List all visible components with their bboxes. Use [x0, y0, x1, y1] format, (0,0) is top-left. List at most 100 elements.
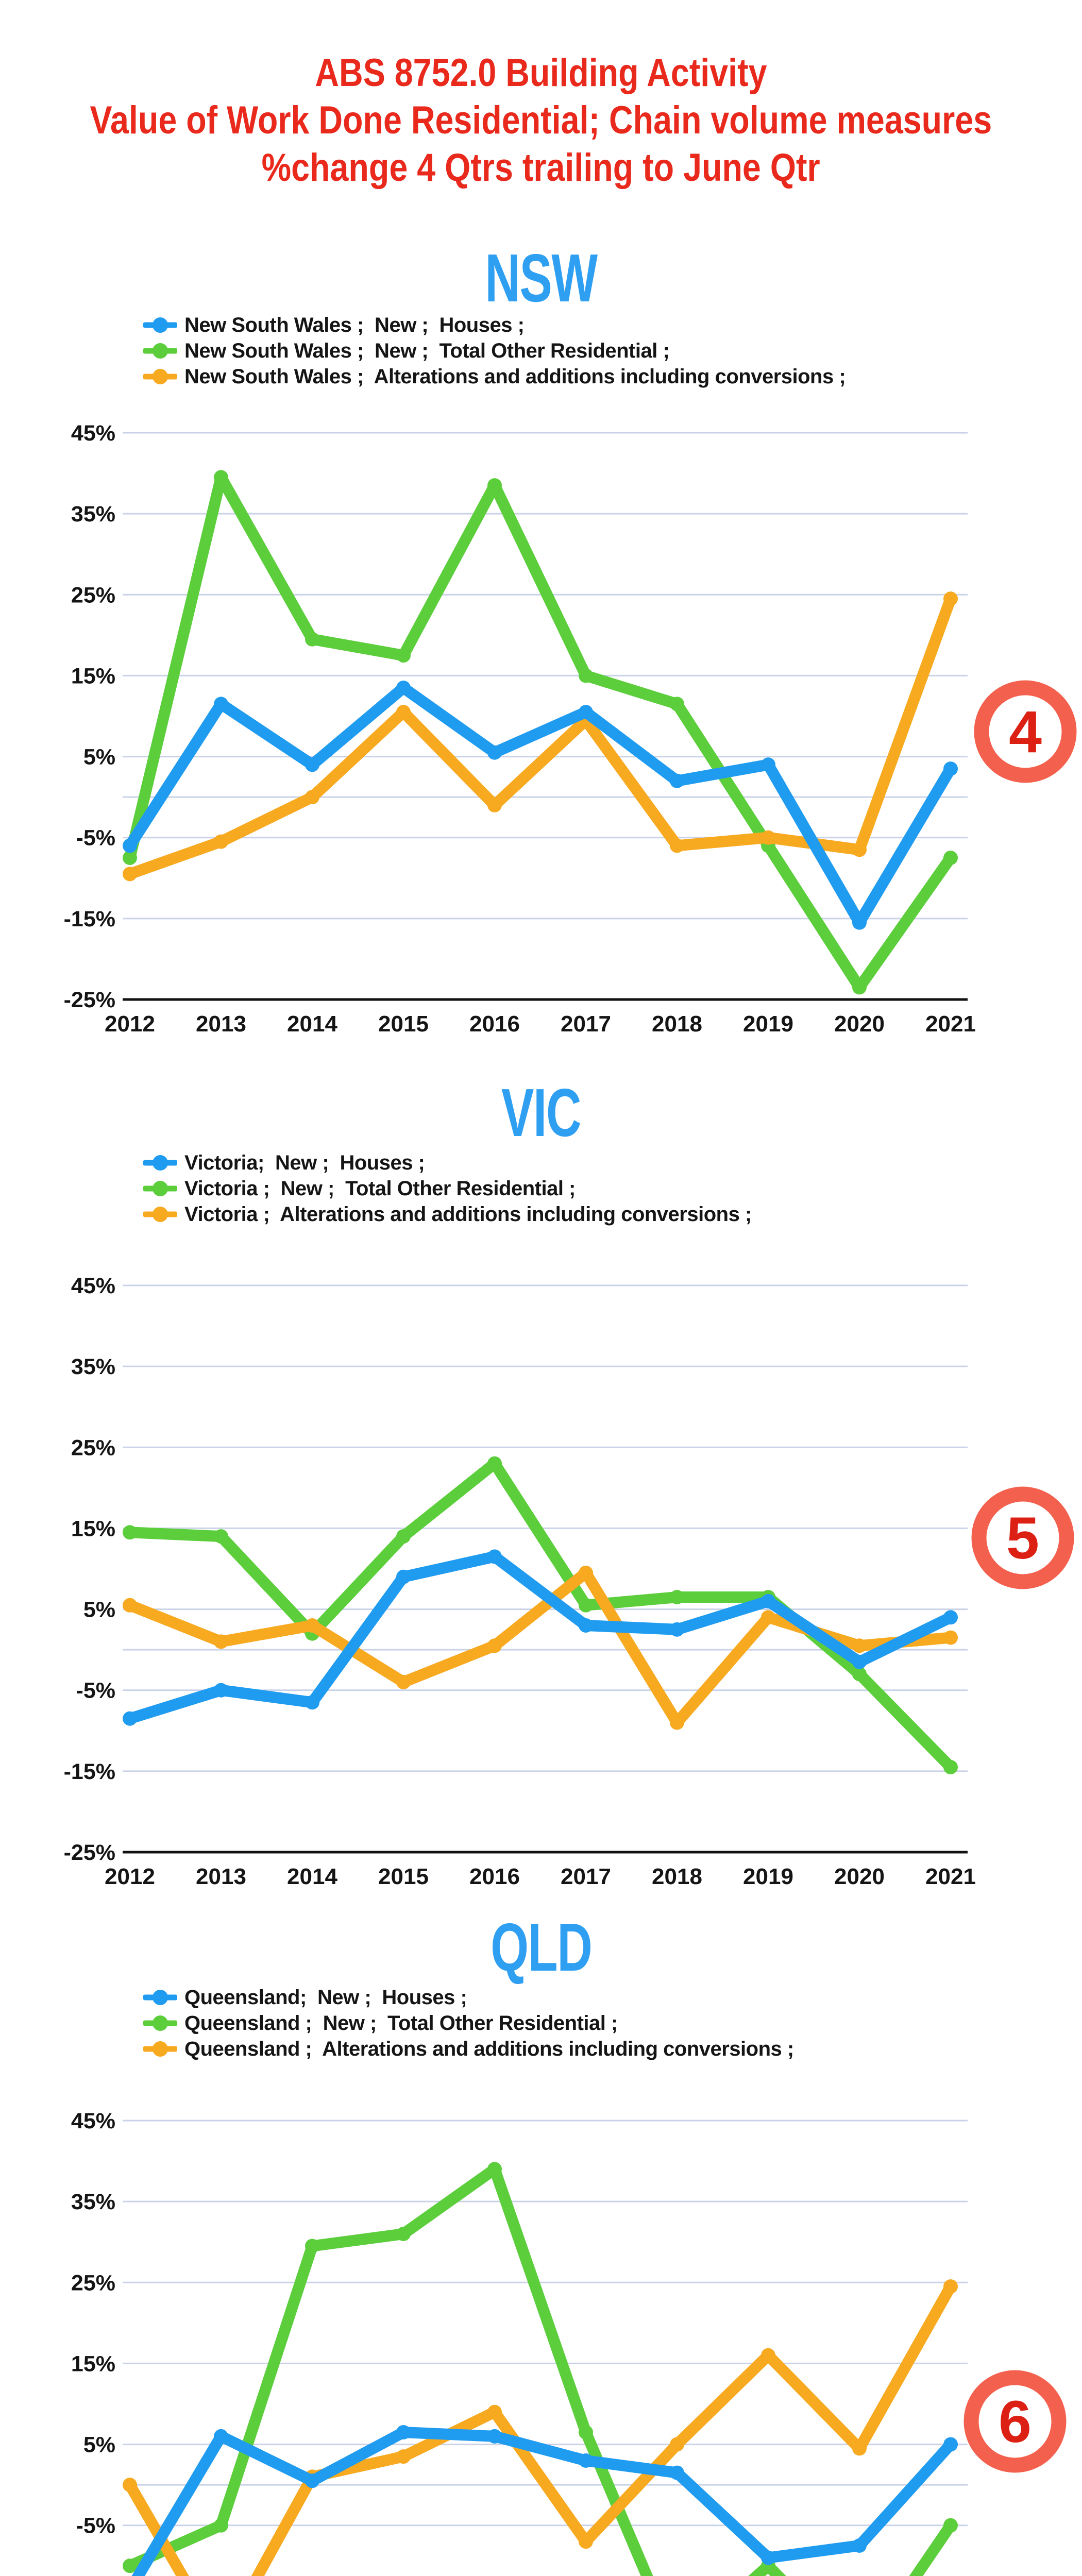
- legend-label: Queensland ; New ; Total Other Residenti…: [184, 2011, 618, 2035]
- data-point-marker: [943, 2518, 958, 2533]
- legend-row: Queensland; New ; Houses ;: [143, 1985, 993, 2010]
- data-point-marker: [396, 1675, 411, 1689]
- data-point-marker: [943, 761, 958, 776]
- data-point-marker: [487, 1638, 502, 1653]
- alterations-series-marker-icon: [143, 2041, 177, 2057]
- y-axis-tick-label: -15%: [64, 907, 115, 931]
- other-residential-series-marker-icon: [143, 1181, 177, 1196]
- annotation-number: 6: [999, 2389, 1032, 2455]
- other-residential-series-marker-icon: [143, 343, 177, 359]
- data-point-marker: [579, 2534, 593, 2549]
- x-axis-tick-label: 2020: [834, 1011, 885, 1037]
- data-point-marker: [396, 681, 411, 695]
- x-axis-tick-label: 2020: [834, 1864, 885, 1889]
- legend-row: New South Wales ; New ; Total Other Resi…: [143, 338, 993, 364]
- title-line-1: ABS 8752.0 Building Activity: [315, 51, 767, 95]
- data-point-marker: [214, 1529, 228, 1544]
- x-axis-tick-label: 2016: [469, 1011, 520, 1037]
- y-axis-tick-label: 45%: [71, 421, 115, 446]
- x-axis-tick-label: 2021: [925, 1864, 976, 1889]
- data-point-marker: [943, 1630, 958, 1645]
- nsw-line-chart: 45% 35% 25% 15% 5% -5% -15% -25% 2012 2013 2014 201…: [0, 402, 1082, 1066]
- x-axis-tick-label: 2014: [287, 1864, 337, 1889]
- x-axis-tick-label: 2016: [469, 1864, 520, 1889]
- annotation-circle: [971, 1486, 1074, 1589]
- houses-series-marker-icon: [143, 1155, 177, 1171]
- legend-row: Queensland ; New ; Total Other Residenti…: [143, 2010, 993, 2036]
- y-axis-tick-label: 35%: [71, 502, 115, 527]
- houses-series-marker-icon: [143, 1990, 177, 2005]
- data-point-marker: [852, 1667, 867, 1682]
- chart-title: ABS 8752.0 Building Activity Value of Wo…: [0, 49, 1082, 192]
- annotation-circle: [963, 2370, 1067, 2473]
- y-axis-tick-label: 25%: [71, 1435, 115, 1460]
- y-axis-tick-label: -25%: [64, 988, 115, 1012]
- data-point-marker: [123, 1525, 137, 1540]
- data-point-marker: [670, 2437, 684, 2452]
- y-axis-tick-label: 45%: [71, 2109, 115, 2133]
- legend-label: Queensland ; Alterations and additions i…: [184, 2037, 794, 2060]
- legend-label: Victoria ; New ; Total Other Residential…: [184, 1177, 576, 1200]
- data-point-marker: [579, 705, 593, 720]
- annotation-circle: [974, 680, 1077, 783]
- data-point-marker: [487, 2429, 502, 2444]
- data-point-marker: [487, 478, 502, 493]
- data-point-marker: [670, 838, 684, 853]
- data-point-marker: [214, 697, 228, 711]
- data-point-marker: [123, 867, 137, 882]
- data-point-marker: [670, 773, 684, 788]
- data-point-marker: [305, 757, 319, 772]
- y-axis-tick-label: -5%: [76, 826, 115, 851]
- qld-line-chart: 45%35%25%15%5%-5%-15%-25%201220132014201…: [0, 2090, 1082, 2576]
- x-axis-tick-label: 2018: [652, 1011, 702, 1037]
- data-point-marker: [579, 1598, 593, 1613]
- legend-row: Queensland ; Alterations and additions i…: [143, 2036, 993, 2062]
- legend-label: Queensland; New ; Houses ;: [184, 1986, 467, 2009]
- data-point-marker: [852, 1654, 867, 1669]
- data-point-marker: [579, 1565, 593, 1580]
- data-point-marker: [305, 1695, 319, 1710]
- data-point-marker: [305, 2239, 319, 2253]
- legend-label: Victoria ; Alterations and additions inc…: [184, 1202, 752, 1226]
- nsw-heading: NSW: [485, 240, 598, 316]
- legend-label: Victoria; New ; Houses ;: [184, 1151, 425, 1174]
- data-point-marker: [305, 790, 319, 805]
- data-point-marker: [579, 1618, 593, 1633]
- x-axis-tick-label: 2018: [652, 1864, 702, 1889]
- legend-row: Victoria ; Alterations and additions inc…: [143, 1201, 993, 1227]
- legend-row: New South Wales ; Alterations and additi…: [143, 364, 993, 389]
- data-point-marker: [396, 2227, 411, 2241]
- series-line-other_green: [124, 471, 956, 993]
- alterations-series-marker-icon: [143, 369, 177, 384]
- legend-row: Victoria ; New ; Total Other Residential…: [143, 1176, 993, 1201]
- title-line-3: %change 4 Qtrs trailing to June Qtr: [261, 146, 821, 190]
- x-axis-tick-label: 2019: [743, 1011, 793, 1037]
- data-point-marker: [579, 2425, 593, 2439]
- data-point-marker: [670, 1715, 684, 1730]
- data-point-marker: [123, 1711, 137, 1726]
- data-point-marker: [305, 1618, 319, 1633]
- vic-line-chart: 45% 35% 25% 15% 5% -5% -15% -25% 2012 2013 2014 201…: [0, 1255, 1082, 1919]
- annotation-number: 4: [1009, 699, 1042, 765]
- data-point-marker: [396, 1569, 411, 1584]
- data-point-marker: [396, 648, 411, 663]
- legend-label: New South Wales ; Alterations and additi…: [184, 365, 846, 388]
- x-axis-tick-label: 2017: [561, 1011, 611, 1037]
- data-point-marker: [396, 2425, 411, 2439]
- data-point-marker: [487, 2404, 502, 2419]
- data-point-marker: [214, 470, 228, 485]
- y-axis-tick-label: 5%: [83, 745, 115, 770]
- x-axis-tick-label: 2012: [105, 1011, 155, 1037]
- data-point-marker: [761, 2550, 775, 2565]
- data-point-marker: [487, 745, 502, 760]
- nsw-legend: New South Wales ; New ; Houses ; New Sou…: [143, 312, 993, 389]
- vic-plot-area: 45% 35% 25% 15% 5% -5% -15% -25%2012 2013 2014 201…: [64, 1274, 1074, 1889]
- data-point-marker: [852, 980, 867, 995]
- qld-heading: QLD: [490, 1909, 593, 1985]
- data-point-marker: [943, 1610, 958, 1625]
- other-residential-series-marker-icon: [143, 2015, 177, 2031]
- data-point-marker: [214, 2518, 228, 2533]
- title-line-2: Value of Work Done Residential; Chain vo…: [90, 98, 992, 142]
- series-line-houses_blue: [124, 682, 956, 928]
